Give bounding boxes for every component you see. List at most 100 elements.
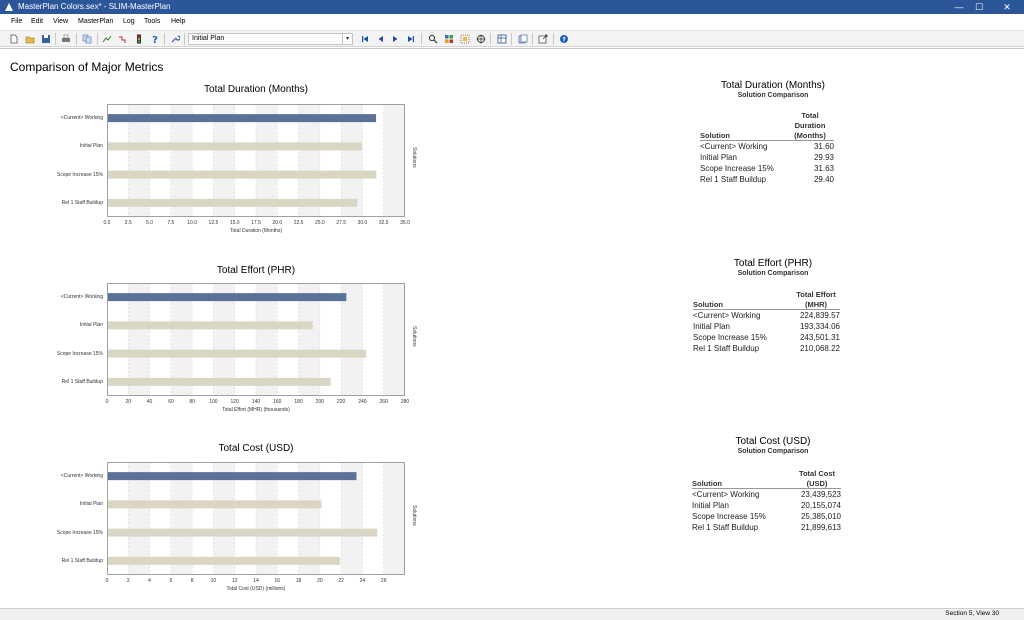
table-1-row-solution: Rel 1 Staff Buildup: [700, 175, 767, 184]
x-tick-label: 32.5: [378, 220, 389, 226]
last-icon[interactable]: [406, 34, 416, 44]
chart-2-side-label: Solutions: [411, 326, 417, 347]
grid-band: [213, 283, 235, 396]
bar-current-working[interactable]: [108, 472, 357, 481]
table-3-subtitle: Solution Comparison: [737, 448, 809, 455]
x-tick-label: 10: [210, 578, 217, 584]
table-1-row-value: 29.93: [813, 153, 834, 162]
table-2-solution-header: Solution: [693, 300, 723, 309]
bar-current-working[interactable]: [108, 293, 347, 302]
x-tick-label: 12.5: [208, 220, 219, 226]
save-icon[interactable]: [41, 34, 51, 44]
table-2-value-header: Total Effort: [796, 290, 836, 299]
menu-tools[interactable]: Tools: [144, 18, 161, 25]
chart-line-icon[interactable]: [102, 34, 112, 44]
x-tick-label: 27.5: [336, 220, 346, 226]
bar-scope-increase-15[interactable]: [108, 528, 378, 537]
grid-icon[interactable]: [444, 34, 454, 44]
table-3-row-solution: Initial Plan: [692, 501, 729, 510]
toolbar-separator: [511, 33, 512, 45]
table-2-row-solution: Rel 1 Staff Buildup: [693, 344, 760, 353]
next-icon[interactable]: [390, 34, 400, 44]
target-icon[interactable]: [476, 34, 486, 44]
table-2-row-value: 224,839.57: [799, 311, 840, 320]
chart-2-x-axis-title: Total Effort (MHR) (thousands): [222, 407, 290, 413]
menu-file[interactable]: File: [11, 18, 23, 25]
traffic-light-icon[interactable]: [134, 34, 144, 44]
category-label: Initial Plan: [79, 322, 103, 329]
category-label: Rel 1 Staff Buildup: [61, 378, 103, 385]
x-tick-label: 80: [189, 399, 195, 405]
x-tick-label: 60: [168, 399, 174, 405]
x-tick-label: 40: [146, 399, 153, 405]
chevron-down-icon[interactable]: ▾: [342, 34, 352, 44]
table-3-row-value: 25,385,010: [800, 512, 841, 521]
bar-current-working[interactable]: [108, 114, 377, 123]
layout-icon[interactable]: [460, 34, 470, 44]
x-tick-label: 10.0: [187, 220, 197, 226]
bar-rel-1-staff-buildup[interactable]: [108, 198, 358, 207]
plan-selector-dropdown[interactable]: Initial Plan ▾: [188, 33, 353, 45]
bar-initial-plan[interactable]: [108, 142, 362, 151]
copy-icon[interactable]: [82, 34, 92, 44]
help-question-icon[interactable]: ?: [150, 34, 160, 44]
table-1-header-rule: [700, 140, 834, 141]
x-tick-label: 20: [125, 399, 132, 405]
chart-1-title: Total Duration (Months): [204, 84, 308, 95]
page-title: Comparison of Major Metrics: [10, 60, 164, 74]
grid-band: [341, 104, 363, 217]
first-icon[interactable]: [360, 34, 370, 44]
bar-initial-plan[interactable]: [108, 321, 313, 330]
table-icon[interactable]: [497, 34, 507, 44]
export-icon[interactable]: [538, 34, 548, 44]
bar-initial-plan[interactable]: [108, 500, 322, 509]
wrench-icon[interactable]: [170, 34, 180, 44]
x-tick-label: 180: [294, 399, 303, 405]
grid-band: [298, 104, 320, 217]
pages-icon[interactable]: [518, 34, 528, 44]
info-icon[interactable]: ?: [559, 34, 569, 44]
toolbar: ? Initial Plan ▾ ?: [0, 30, 1024, 47]
x-tick-label: 24: [359, 578, 366, 584]
status-bar: Section 5, View 30: [0, 608, 1024, 620]
table-3-row-solution: <Current> Working: [692, 490, 760, 499]
table-3-header-rule: [692, 488, 841, 489]
x-tick-label: 22.5: [293, 220, 304, 226]
toolbar-separator: [76, 33, 77, 45]
menu-view[interactable]: View: [53, 18, 69, 25]
category-label: Scope Increase 15%: [56, 350, 103, 357]
open-folder-icon[interactable]: [25, 34, 35, 44]
bar-scope-increase-15[interactable]: [108, 349, 367, 358]
chart-step-icon[interactable]: [118, 34, 128, 44]
menu-edit[interactable]: Edit: [31, 18, 44, 25]
x-tick-label: 220: [336, 399, 346, 405]
new-file-icon[interactable]: [9, 34, 19, 44]
grid-band: [170, 104, 193, 217]
app-logo-icon: [5, 3, 13, 11]
grid-band: [298, 462, 320, 575]
bar-scope-increase-15[interactable]: [108, 170, 377, 179]
minimize-button[interactable]: —: [954, 2, 964, 12]
toolbar-separator: [532, 33, 533, 45]
previous-icon[interactable]: [376, 34, 386, 44]
close-button[interactable]: ✕: [1003, 2, 1011, 12]
menu-log[interactable]: Log: [123, 18, 135, 25]
x-tick-label: 2: [126, 578, 130, 584]
maximize-button[interactable]: ☐: [974, 2, 984, 12]
category-label: Initial Plan: [79, 143, 103, 150]
zoom-icon[interactable]: [428, 34, 438, 44]
grid-band: [383, 104, 405, 217]
grid-band: [341, 462, 363, 575]
menu-masterplan[interactable]: MasterPlan: [78, 18, 114, 25]
table-1-value-header: Total: [801, 111, 819, 120]
bar-rel-1-staff-buildup[interactable]: [108, 377, 331, 386]
x-tick-label: 0: [105, 578, 109, 584]
menu-help[interactable]: Help: [171, 18, 186, 25]
report-view: Comparison of Major Metrics Total Durati…: [0, 48, 1024, 608]
table-2-title: Total Effort (PHR): [733, 258, 813, 269]
print-icon[interactable]: [61, 34, 71, 44]
bar-rel-1-staff-buildup[interactable]: [108, 556, 341, 565]
x-tick-label: 100: [209, 399, 218, 405]
x-tick-label: 6: [169, 578, 173, 584]
table-3-row-value: 20,155,074: [800, 501, 841, 510]
